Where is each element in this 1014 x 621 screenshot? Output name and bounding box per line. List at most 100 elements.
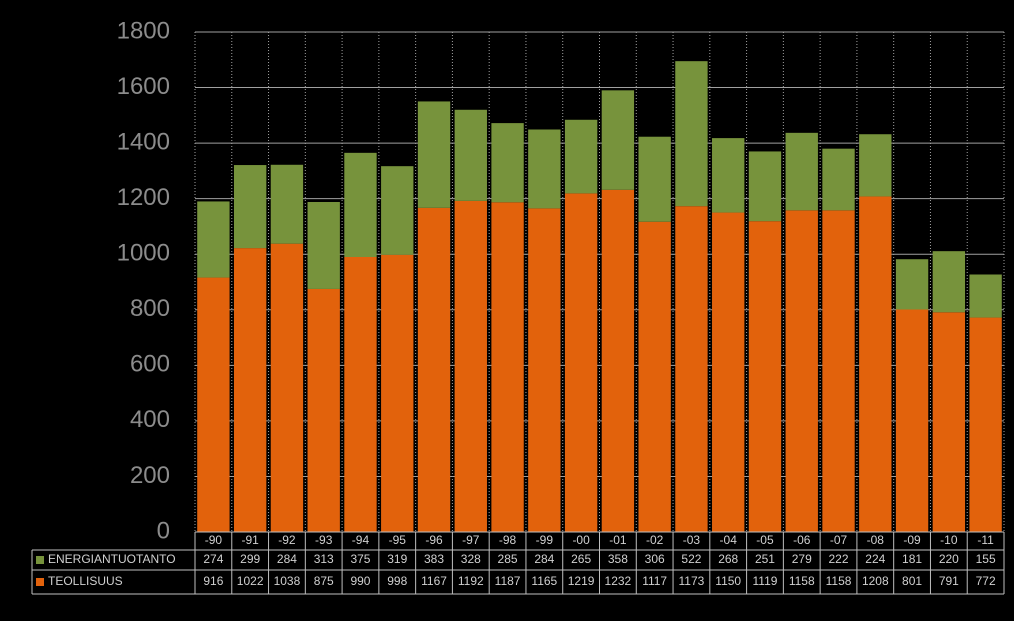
x-tick-label: -07	[830, 533, 848, 547]
table-value: 1165	[531, 574, 557, 588]
bar-segment	[785, 210, 818, 533]
bar-segment	[712, 212, 745, 533]
bar-segment	[859, 134, 892, 197]
table-value: 279	[792, 552, 812, 566]
bar-segment	[381, 166, 414, 255]
table-value: 306	[645, 552, 665, 566]
y-tick-label: 200	[130, 462, 170, 489]
legend-key	[36, 578, 44, 586]
bar-segment	[491, 123, 524, 203]
y-tick-label: 800	[130, 295, 170, 322]
bar-segment	[859, 196, 892, 532]
bar-segment	[822, 210, 855, 533]
table-value: 299	[240, 552, 260, 566]
bar-segment	[932, 251, 966, 313]
bar-segment	[197, 277, 230, 532]
bar-segment	[895, 309, 929, 532]
x-tick-label: -90	[205, 533, 223, 547]
bar-segment	[675, 206, 708, 532]
table-value: 990	[350, 574, 370, 588]
table-value: 1022	[237, 574, 264, 588]
x-tick-label: -02	[646, 533, 664, 547]
table-value: 224	[865, 552, 885, 566]
x-tick-label: -92	[278, 533, 296, 547]
table-value: 1167	[421, 574, 447, 588]
x-tick-label: -96	[425, 533, 443, 547]
bar-segment	[822, 148, 855, 211]
bar-segment	[528, 208, 561, 532]
table-value: 1232	[605, 574, 632, 588]
x-tick-label: -94	[352, 533, 370, 547]
bar-segment	[748, 221, 782, 532]
bar-segment	[528, 129, 561, 209]
table-value: 875	[314, 574, 334, 588]
table-value: 274	[203, 552, 223, 566]
y-tick-label: 600	[130, 351, 170, 378]
table-value: 1158	[789, 574, 815, 588]
table-value: 1208	[862, 574, 889, 588]
bar-segment	[564, 119, 598, 194]
table-value: 1187	[495, 574, 521, 588]
table-value: 801	[902, 574, 922, 588]
bar-segment	[307, 202, 340, 289]
x-tick-label: -06	[793, 533, 811, 547]
bar-segment	[417, 207, 451, 533]
table-value: 222	[829, 552, 849, 566]
bar-segment	[564, 193, 598, 532]
x-tick-label: -97	[462, 533, 480, 547]
table-value: 328	[461, 552, 481, 566]
table-value: 181	[902, 552, 922, 566]
x-tick-label: -91	[241, 533, 259, 547]
y-tick-label: 0	[157, 517, 170, 544]
bar-segment	[233, 248, 267, 532]
y-tick-label: 1600	[117, 73, 170, 100]
bar-segment	[932, 312, 966, 532]
table-value: 313	[314, 552, 334, 566]
bar-segment	[969, 274, 1002, 318]
table-value: 1150	[715, 574, 741, 588]
bar-segment	[381, 254, 414, 532]
x-tick-label: -09	[903, 533, 921, 547]
bar-segment	[895, 259, 929, 310]
table-value: 1173	[679, 574, 705, 588]
table-value: 383	[424, 552, 444, 566]
bar-segment	[969, 317, 1002, 532]
table-value: 916	[203, 574, 223, 588]
bar-segment	[307, 288, 340, 532]
bar-segment	[638, 136, 671, 222]
x-tick-label: -10	[940, 533, 958, 547]
bar-segment	[491, 202, 524, 532]
table-value: 319	[387, 552, 407, 566]
bar-segment	[417, 101, 451, 208]
table-value: 1219	[568, 574, 595, 588]
bar-segment	[675, 61, 708, 207]
table-value: 998	[387, 574, 407, 588]
table-value: 358	[608, 552, 628, 566]
bar-segment	[344, 257, 377, 532]
table-value: 1119	[753, 574, 778, 588]
bar-segment	[712, 138, 745, 213]
legend-key	[36, 556, 44, 564]
legend-label: TEOLLISUUS	[48, 574, 123, 588]
y-tick-label: 1200	[117, 184, 170, 211]
x-tick-label: -08	[867, 533, 885, 547]
bar-segment	[638, 221, 671, 532]
bar-segment	[344, 152, 377, 257]
table-value: 1158	[826, 574, 852, 588]
x-tick-label: -05	[756, 533, 774, 547]
table-value: 155	[976, 552, 996, 566]
y-tick-label: 1400	[117, 128, 170, 155]
x-tick-label: -04	[720, 533, 738, 547]
y-tick-label: 400	[130, 406, 170, 433]
table-value: 1117	[642, 574, 667, 588]
bar-segment	[601, 189, 635, 532]
x-tick-label: -99	[536, 533, 554, 547]
bar-segment	[270, 243, 304, 532]
x-tick-label: -00	[572, 533, 590, 547]
table-value: 265	[571, 552, 591, 566]
table-value: 285	[498, 552, 518, 566]
table-value: 375	[350, 552, 370, 566]
table-value: 251	[755, 552, 775, 566]
